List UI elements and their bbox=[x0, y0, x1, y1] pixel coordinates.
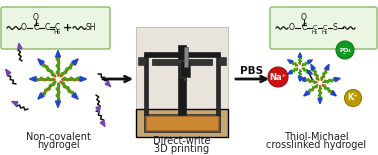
Text: H₂: H₂ bbox=[312, 31, 318, 35]
Polygon shape bbox=[311, 64, 315, 70]
FancyBboxPatch shape bbox=[138, 57, 146, 65]
Text: 3D printing: 3D printing bbox=[155, 144, 209, 154]
Text: PBS: PBS bbox=[240, 66, 263, 76]
FancyBboxPatch shape bbox=[180, 61, 190, 77]
Text: K⁺: K⁺ bbox=[348, 93, 358, 102]
Text: O: O bbox=[21, 24, 27, 33]
Circle shape bbox=[268, 67, 288, 87]
Polygon shape bbox=[38, 93, 44, 99]
Text: O: O bbox=[289, 24, 295, 33]
Text: +: + bbox=[62, 23, 71, 33]
Text: C: C bbox=[313, 25, 317, 31]
Polygon shape bbox=[298, 77, 302, 81]
FancyBboxPatch shape bbox=[218, 57, 226, 65]
Polygon shape bbox=[335, 78, 340, 82]
Text: crosslinked hydrogel: crosslinked hydrogel bbox=[266, 140, 366, 150]
Polygon shape bbox=[325, 64, 329, 70]
Text: O: O bbox=[301, 13, 307, 22]
FancyBboxPatch shape bbox=[136, 27, 228, 137]
Polygon shape bbox=[12, 101, 18, 106]
FancyBboxPatch shape bbox=[184, 47, 188, 67]
Polygon shape bbox=[318, 98, 322, 104]
Text: PO₄: PO₄ bbox=[339, 47, 351, 53]
Polygon shape bbox=[304, 91, 309, 96]
Polygon shape bbox=[18, 43, 22, 49]
Text: Thiol-Michael: Thiol-Michael bbox=[284, 132, 348, 142]
Polygon shape bbox=[80, 77, 87, 82]
Text: C: C bbox=[323, 25, 327, 31]
FancyBboxPatch shape bbox=[146, 116, 218, 130]
Polygon shape bbox=[308, 60, 313, 64]
Text: S: S bbox=[333, 24, 338, 33]
Text: SH: SH bbox=[86, 24, 96, 33]
FancyBboxPatch shape bbox=[144, 55, 148, 115]
Polygon shape bbox=[308, 70, 313, 74]
FancyBboxPatch shape bbox=[178, 45, 186, 115]
Polygon shape bbox=[298, 53, 302, 57]
Text: hydrogel: hydrogel bbox=[37, 140, 79, 150]
Polygon shape bbox=[96, 107, 100, 113]
Text: O: O bbox=[33, 13, 39, 22]
Polygon shape bbox=[6, 69, 11, 75]
Polygon shape bbox=[331, 91, 336, 96]
Polygon shape bbox=[56, 51, 60, 57]
Polygon shape bbox=[72, 59, 78, 65]
Text: ³⁻: ³⁻ bbox=[342, 51, 347, 57]
Text: C: C bbox=[301, 24, 307, 33]
Polygon shape bbox=[38, 59, 44, 65]
FancyBboxPatch shape bbox=[216, 55, 220, 115]
Polygon shape bbox=[288, 70, 293, 74]
Polygon shape bbox=[56, 101, 60, 108]
FancyBboxPatch shape bbox=[136, 109, 228, 137]
Polygon shape bbox=[72, 93, 78, 99]
Text: C: C bbox=[44, 24, 50, 33]
FancyBboxPatch shape bbox=[1, 7, 110, 49]
Text: H₂: H₂ bbox=[53, 31, 60, 35]
Polygon shape bbox=[29, 77, 36, 82]
Polygon shape bbox=[100, 120, 105, 127]
FancyBboxPatch shape bbox=[144, 52, 220, 57]
Text: Non-covalent: Non-covalent bbox=[26, 132, 90, 142]
Polygon shape bbox=[105, 81, 111, 87]
Text: Na⁺: Na⁺ bbox=[270, 73, 287, 82]
Polygon shape bbox=[300, 78, 305, 82]
FancyBboxPatch shape bbox=[152, 59, 212, 65]
Circle shape bbox=[336, 41, 354, 59]
Circle shape bbox=[344, 89, 361, 106]
Text: H₂: H₂ bbox=[322, 31, 328, 35]
FancyBboxPatch shape bbox=[144, 114, 220, 132]
Polygon shape bbox=[288, 60, 293, 64]
Text: C: C bbox=[33, 24, 39, 33]
FancyBboxPatch shape bbox=[270, 7, 377, 49]
Text: C: C bbox=[54, 24, 60, 33]
Wedge shape bbox=[183, 77, 187, 81]
Text: Direct-write: Direct-write bbox=[153, 136, 211, 146]
